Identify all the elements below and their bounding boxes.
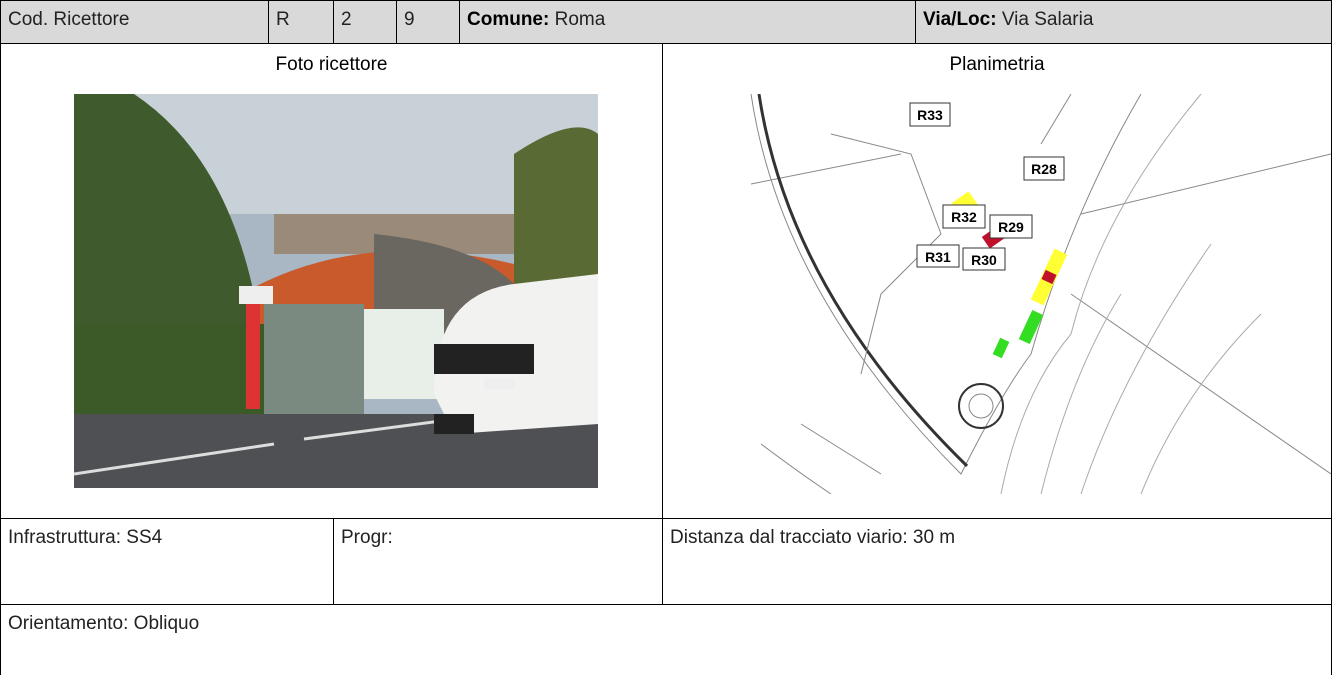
receptor-label: R30: [971, 252, 997, 268]
code-cell: 9: [396, 0, 460, 44]
plan-map: R33 R28 R32 R29 R31 R30: [750, 94, 1331, 494]
distance: Distanza dal tracciato viario: 30 m: [670, 527, 956, 548]
receptor-label: R31: [925, 249, 951, 265]
distance-cell: Distanza dal tracciato viario: 30 m: [662, 518, 1332, 605]
photo-cell: Foto ricettore: [0, 43, 663, 519]
progr-cell: Progr:: [333, 518, 663, 605]
orientation-cell: Orientamento: Obliquo: [0, 604, 1332, 675]
photo: [74, 94, 598, 488]
plan-title: Planimetria: [949, 54, 1045, 75]
comune-label: Comune:: [467, 9, 550, 30]
receptor-label: R32: [951, 209, 977, 225]
code-part: 2: [341, 9, 352, 30]
comune-cell: Comune: Roma: [459, 0, 916, 44]
code-part: 9: [404, 9, 415, 30]
infrastructure-cell: Infrastruttura: SS4: [0, 518, 334, 605]
photo-title: Foto ricettore: [275, 54, 388, 75]
code-cell: R: [268, 0, 334, 44]
receptor-label: R33: [917, 107, 943, 123]
via-cell: Via/Loc: Via Salaria: [915, 0, 1332, 44]
via-label: Via/Loc:: [923, 9, 997, 30]
via: Via Salaria: [1001, 9, 1094, 30]
comune: Roma: [554, 9, 606, 30]
receptor-label: R29: [998, 219, 1024, 235]
code-label-cell: Cod. Ricettore: [0, 0, 269, 44]
orientation: Orientamento: Obliquo: [8, 613, 200, 634]
receptor-label: R28: [1031, 161, 1057, 177]
code-cell: 2: [333, 0, 397, 44]
infrastructure: Infrastruttura: SS4: [8, 527, 163, 548]
progr: Progr:: [341, 527, 393, 548]
code-part: R: [276, 9, 290, 30]
code-label: Cod. Ricettore: [8, 9, 130, 30]
plan-cell: Planimetria R33 R28 R32 R29 R31 R30: [662, 43, 1332, 519]
